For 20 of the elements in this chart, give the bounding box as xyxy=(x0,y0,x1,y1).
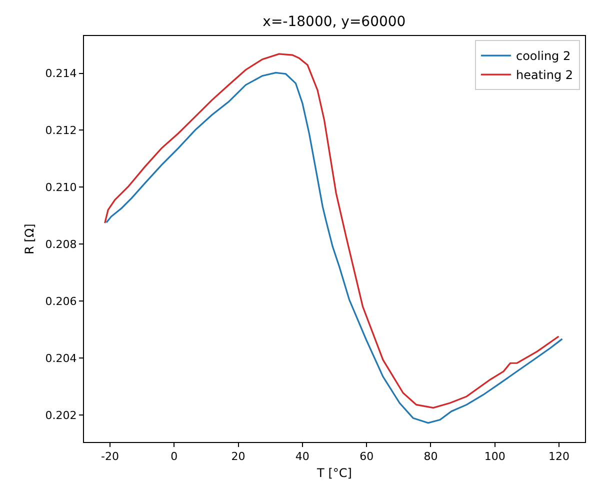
y-axis-title: R [Ω] xyxy=(22,224,37,254)
x-tick-label: 80 xyxy=(424,450,438,464)
x-tick-label: 60 xyxy=(360,450,374,464)
x-tick-label: 100 xyxy=(484,450,506,464)
x-tick-label: 20 xyxy=(231,450,246,464)
x-axis-title: T [°C] xyxy=(316,466,352,480)
x-tick-label: -20 xyxy=(100,450,119,464)
y-tick-label: 0.210 xyxy=(45,181,77,194)
chart-title: x=-18000, y=60000 xyxy=(262,14,406,30)
legend-label: cooling 2 xyxy=(516,49,571,64)
y-tick-label: 0.204 xyxy=(45,352,77,365)
x-tick-label: 40 xyxy=(295,450,310,464)
y-tick-label: 0.208 xyxy=(45,238,77,251)
legend-label: heating 2 xyxy=(516,68,574,82)
y-tick-label: 0.214 xyxy=(45,67,77,80)
y-tick-label: 0.212 xyxy=(45,124,77,138)
y-tick-label: 0.202 xyxy=(45,408,77,422)
x-tick-label: 120 xyxy=(548,450,570,464)
x-tick-label: 0 xyxy=(170,450,178,464)
y-tick-label: 0.206 xyxy=(45,294,77,308)
